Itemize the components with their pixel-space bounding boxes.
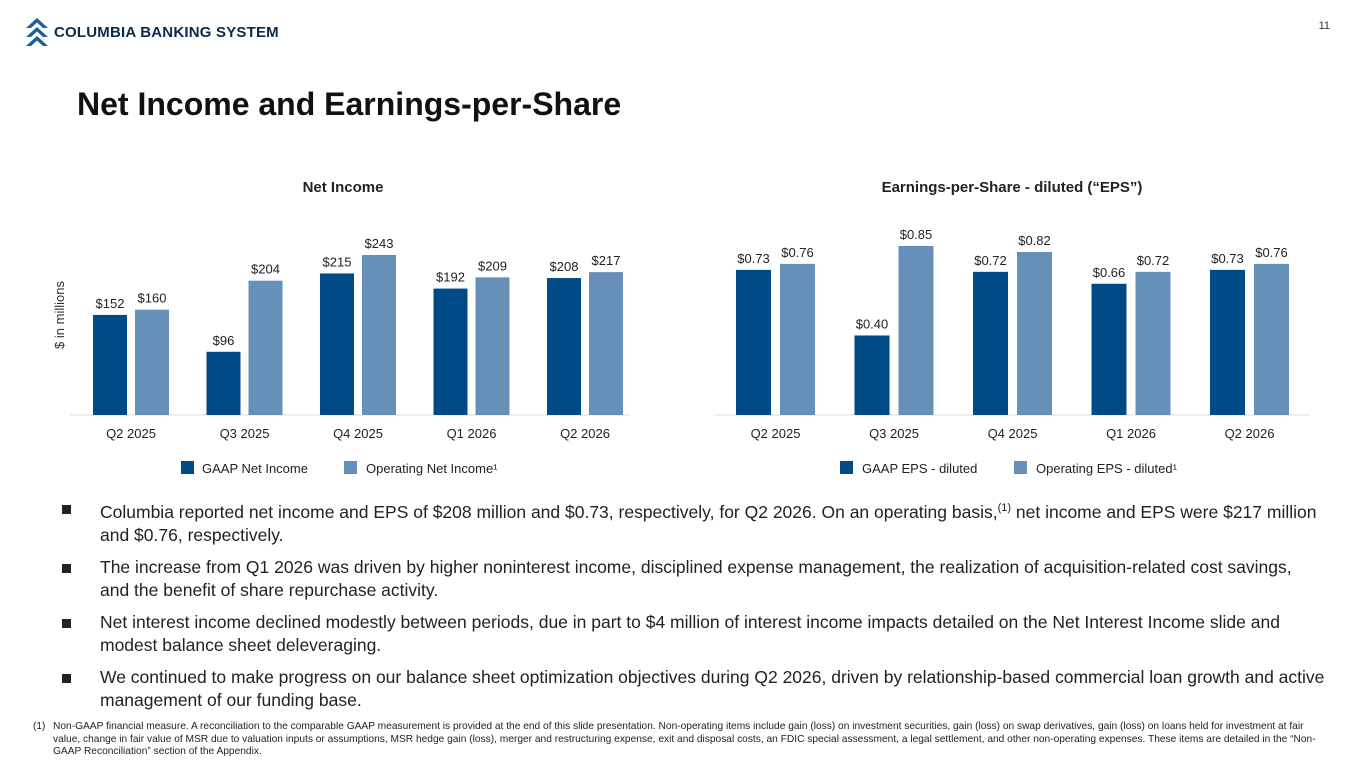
page-title: Net Income and Earnings-per-Share — [77, 86, 622, 122]
bar-gaap-q2-2025 — [93, 314, 127, 415]
chart-legend: GAAP Net Income Operating Net Income¹ — [181, 461, 498, 476]
bar-gaap-q3-2025 — [854, 335, 890, 415]
data-label: $0.85 — [900, 227, 933, 242]
bars: $152 $160 Q2 2025 $96 $204 Q3 2025 $215 $243 Q4 … — [93, 236, 623, 441]
bar-operating-q3-2025 — [248, 280, 283, 415]
bar-gaap-q2-2026 — [547, 278, 581, 415]
x-tick-label: Q2 2025 — [751, 426, 801, 441]
x-tick-label: Q2 2026 — [560, 426, 610, 441]
bar-gaap-q1-2026 — [1091, 283, 1127, 415]
legend-label-gaap: GAAP Net Income — [202, 461, 308, 476]
x-tick-label: Q3 2025 — [220, 426, 270, 441]
bullet-square-icon — [62, 505, 71, 514]
legend-swatch-operating — [344, 461, 357, 474]
legend-label-gaap: GAAP EPS - diluted — [862, 461, 977, 476]
bullet-item: Columbia reported net income and EPS of … — [60, 497, 1325, 547]
bar-operating-q3-2025 — [898, 246, 934, 415]
data-label: $96 — [213, 333, 235, 348]
data-label: $0.66 — [1093, 265, 1126, 280]
y-axis-label: $ in millions — [52, 281, 67, 349]
footnote-number: (1) — [33, 721, 46, 732]
bar-operating-q1-2026 — [1135, 271, 1171, 415]
data-label: $209 — [478, 258, 507, 273]
page-number: 11 — [1318, 20, 1330, 32]
bar-gaap-q4-2025 — [320, 273, 354, 415]
chart-title: Earnings-per-Share - diluted (“EPS”) — [882, 179, 1143, 196]
net-income-chart: Net Income $ in millions $152 $160 Q2 2025… — [52, 179, 630, 476]
data-label: $0.73 — [737, 251, 770, 266]
eps-chart: Earnings-per-Share - diluted (“EPS”) $0.… — [715, 179, 1310, 476]
x-tick-label: Q4 2025 — [333, 426, 383, 441]
legend-swatch-gaap — [840, 461, 853, 474]
x-tick-label: Q4 2025 — [988, 426, 1038, 441]
bullet-item: Net interest income declined modestly be… — [60, 611, 1325, 657]
bar-gaap-q3-2025 — [206, 351, 241, 415]
legend-label-operating: Operating EPS - diluted¹ — [1036, 461, 1178, 476]
bar-operating-q2-2026 — [1254, 263, 1289, 415]
logo-chevron-icon — [26, 18, 48, 46]
data-label: $217 — [592, 253, 621, 268]
data-label: $0.40 — [856, 316, 889, 331]
data-label: $0.82 — [1018, 233, 1051, 248]
x-tick-label: Q2 2026 — [1225, 426, 1275, 441]
bar-operating-q4-2025 — [1017, 251, 1052, 415]
bar-gaap-q4-2025 — [973, 271, 1008, 415]
footnote: (1) Non-GAAP financial measure. A reconc… — [33, 721, 1323, 759]
bullet-item: The increase from Q1 2026 was driven by … — [60, 556, 1325, 602]
bar-gaap-q2-2026 — [1210, 269, 1245, 415]
summary-bullets: Columbia reported net income and EPS of … — [60, 497, 1325, 721]
company-name: COLUMBIA BANKING SYSTEM — [54, 23, 279, 41]
bar-operating-q4-2025 — [362, 255, 396, 415]
x-tick-label: Q1 2026 — [1106, 426, 1156, 441]
legend-label-operating: Operating Net Income¹ — [366, 461, 498, 476]
chart-legend: GAAP EPS - diluted Operating EPS - dilut… — [840, 461, 1178, 476]
data-label: $0.72 — [1137, 253, 1170, 268]
bullet-square-icon — [62, 618, 71, 628]
bar-gaap-q2-2025 — [736, 269, 771, 415]
bullet-square-icon — [62, 563, 71, 573]
legend-swatch-operating — [1014, 461, 1027, 474]
bars: $0.73 $0.76 Q2 2025 $0.40 $0.85 Q3 2025 $0.72 $… — [736, 227, 1289, 441]
x-tick-label: Q3 2025 — [869, 426, 919, 441]
data-label: $0.76 — [781, 245, 814, 260]
data-label: $0.76 — [1255, 245, 1288, 260]
data-label: $215 — [323, 254, 352, 269]
chart-title: Net Income — [303, 179, 384, 196]
data-label: $204 — [251, 262, 280, 277]
bar-operating-q2-2025 — [780, 263, 815, 415]
bar-operating-q2-2026 — [589, 272, 623, 415]
bar-operating-q2-2025 — [135, 309, 169, 415]
data-label: $192 — [436, 270, 465, 285]
data-label: $0.73 — [1211, 251, 1244, 266]
bullet-item: We continued to make progress on our bal… — [60, 666, 1325, 712]
data-label: $0.72 — [974, 253, 1007, 268]
x-tick-label: Q2 2025 — [106, 426, 156, 441]
bullet-square-icon — [62, 673, 71, 683]
company-logo: COLUMBIA BANKING SYSTEM — [26, 17, 279, 47]
footnote-ref: (1) — [997, 502, 1012, 514]
x-tick-label: Q1 2026 — [447, 426, 497, 441]
legend-swatch-gaap — [181, 461, 194, 474]
bar-gaap-q1-2026 — [433, 288, 468, 415]
bar-operating-q1-2026 — [475, 277, 510, 415]
footnote-text: Non-GAAP financial measure. A reconcilia… — [53, 721, 1316, 757]
data-label: $208 — [550, 259, 579, 274]
data-label: $243 — [365, 236, 394, 251]
data-label: $152 — [96, 296, 125, 311]
charts-area: Net Income $ in millions $152 $160 Q2 2025… — [52, 179, 1310, 476]
data-label: $160 — [138, 291, 167, 306]
